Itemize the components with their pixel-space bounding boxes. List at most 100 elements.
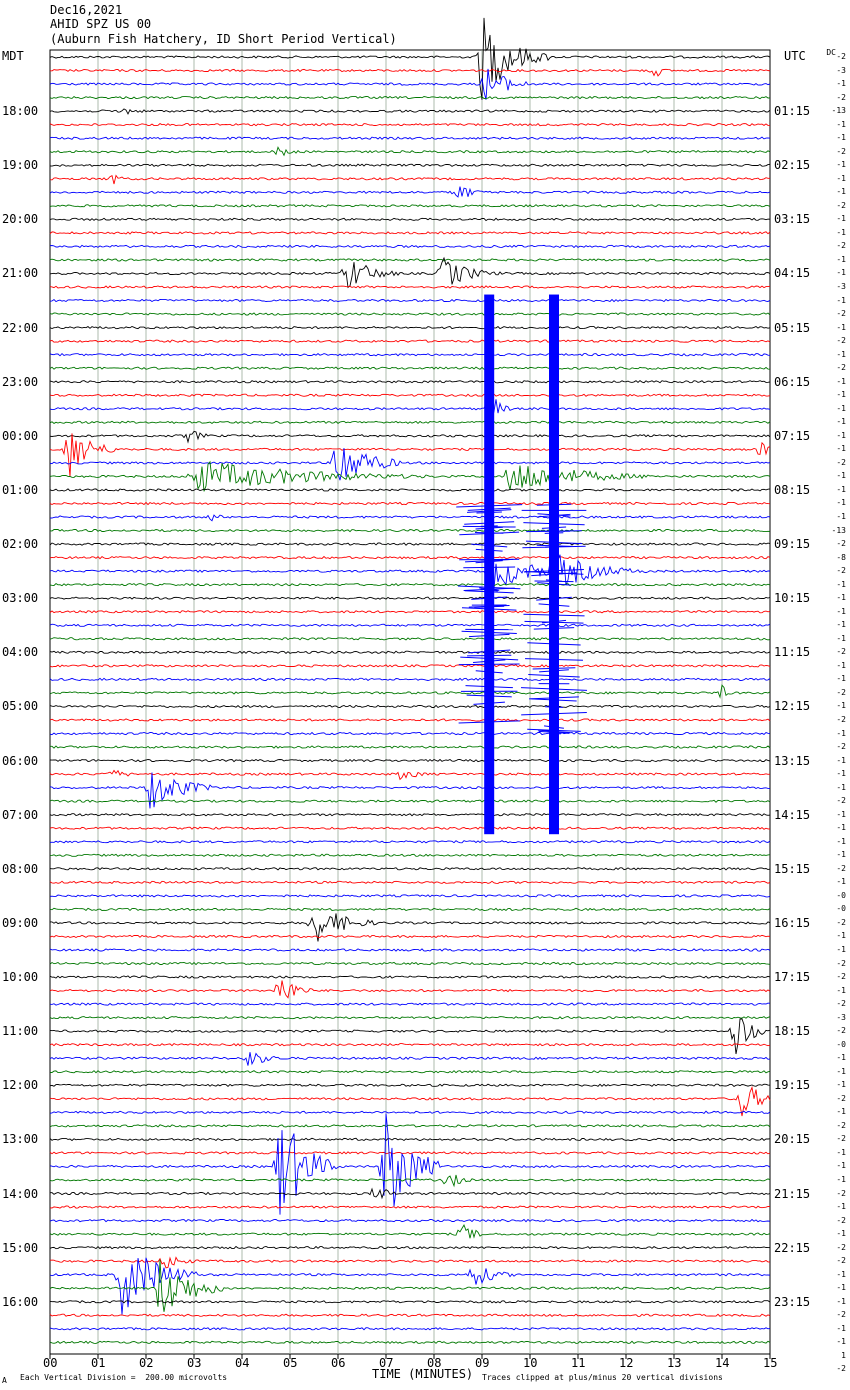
trace-line	[49, 542, 771, 546]
dc-offset-label: -2	[836, 958, 846, 968]
dc-offset-label: -1	[836, 769, 846, 779]
trace-line	[49, 298, 771, 303]
trace-line	[49, 146, 771, 157]
spike-coda	[467, 654, 512, 657]
trace-line	[49, 1083, 771, 1088]
spike-coda	[524, 570, 584, 575]
left-hour-label: 14:00	[2, 1186, 39, 1201]
trace-line	[49, 231, 771, 235]
dc-offset-label: -2	[836, 566, 846, 576]
trace-line	[49, 186, 771, 198]
plot-frame	[49, 49, 771, 1355]
dc-offset-label: -1	[836, 295, 846, 305]
dc-offset-label: -2	[836, 309, 846, 319]
dc-offset-label: -2	[836, 241, 846, 251]
dc-offset-label: -1	[836, 471, 846, 481]
dc-offset-label: -1	[836, 133, 846, 143]
left-hour-label: 07:00	[2, 807, 39, 822]
x-tick-label: 14	[715, 1356, 730, 1370]
trace-line	[49, 1340, 771, 1345]
dc-offset-label: -1	[836, 1080, 846, 1090]
spike-coda	[527, 728, 581, 732]
spike-coda	[537, 513, 571, 517]
right-hour-label: 10:15	[774, 591, 811, 606]
trace-line	[49, 1257, 771, 1315]
trace-line	[49, 256, 771, 289]
trace-line	[49, 980, 771, 999]
right-hour-label: 07:15	[774, 428, 811, 443]
dc-offset-label: -1	[836, 1066, 846, 1076]
left-hour-label: 19:00	[2, 158, 39, 173]
trace-line	[49, 325, 771, 330]
dc-offset-label: -1	[836, 593, 846, 603]
dc-offset-label: -1	[836, 403, 846, 413]
spike-coda	[465, 558, 514, 563]
trace-line	[49, 174, 770, 185]
right-timezone: UTC	[784, 49, 806, 63]
right-hour-label: 17:15	[774, 970, 811, 985]
dc-offset-label: -1	[836, 701, 846, 711]
x-tick-label: 11	[571, 1356, 586, 1370]
trace-line	[49, 501, 771, 506]
left-hour-label: 06:00	[2, 753, 39, 768]
trace-line	[49, 136, 771, 140]
trace-line	[49, 163, 771, 167]
dc-offset-label: -2	[836, 1134, 846, 1144]
dc-offset-label: -2	[836, 457, 846, 467]
spike-coda	[537, 513, 571, 518]
spike-coda	[538, 730, 570, 734]
dc-offset-label: -2	[836, 863, 846, 873]
trace-line	[49, 352, 771, 357]
right-hour-label: 18:15	[774, 1024, 811, 1039]
dc-offset-label: -1	[836, 268, 846, 278]
spike-coda	[463, 566, 516, 569]
spike-coda	[461, 607, 517, 611]
right-hour-label: 08:15	[774, 482, 811, 497]
right-hour-label: 23:15	[774, 1294, 811, 1309]
dc-offset-label: -2	[836, 742, 846, 752]
dc-offset-label: -3	[836, 65, 846, 75]
x-tick-label: 06	[331, 1356, 346, 1370]
spike-coda	[531, 698, 577, 702]
dc-offset-label: -1	[836, 1161, 846, 1171]
left-hour-label: 10:00	[2, 970, 39, 985]
x-tick-label: 02	[139, 1356, 154, 1370]
trace-line	[49, 68, 771, 77]
trace-line	[49, 907, 771, 912]
spike-coda	[538, 603, 570, 607]
trace-line	[49, 1259, 771, 1312]
trace-line	[49, 1085, 771, 1117]
spike-coda	[458, 720, 520, 724]
spike-coda	[527, 642, 581, 646]
trace-line	[49, 393, 771, 397]
x-tick-label: 03	[187, 1356, 202, 1370]
trace-line	[49, 1187, 771, 1200]
spike-coda	[471, 596, 508, 600]
left-hour-label: 13:00	[2, 1132, 39, 1147]
trace-line	[49, 448, 771, 481]
dc-offset-label: -2	[836, 1364, 846, 1374]
right-hour-label: 01:15	[774, 104, 811, 119]
trace-line	[49, 975, 771, 979]
spike-coda	[529, 696, 579, 700]
dc-offset-label: -1	[836, 173, 846, 183]
x-tick-label: 13	[667, 1356, 682, 1370]
trace-line	[49, 108, 771, 115]
right-hour-label: 21:15	[774, 1186, 811, 1201]
dc-offset-label: -2	[836, 1310, 846, 1320]
spike-coda	[456, 504, 523, 508]
x-axis-title: TIME (MINUTES)	[372, 1367, 474, 1381]
dc-offset-label: -1	[836, 1147, 846, 1157]
trace-line	[49, 1313, 771, 1318]
dc-offset-label: -2	[836, 1026, 846, 1036]
left-hour-label: 05:00	[2, 699, 39, 714]
trace-line	[49, 1218, 771, 1223]
dc-offset-label: -2	[836, 200, 846, 210]
left-timezone: MDT	[2, 49, 24, 63]
spike-coda	[461, 630, 517, 635]
spike-coda	[472, 659, 506, 664]
spike-coda	[466, 694, 512, 698]
trace-line	[49, 880, 771, 884]
spike-coda	[528, 674, 580, 678]
